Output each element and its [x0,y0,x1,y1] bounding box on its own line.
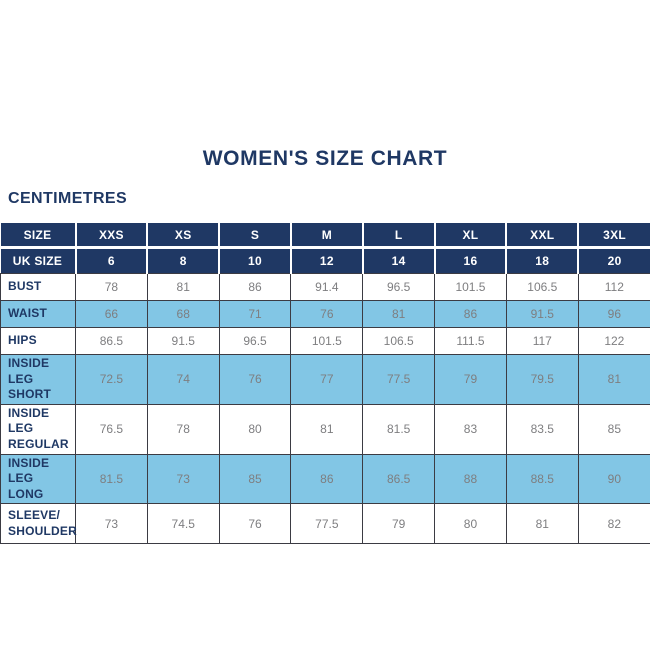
size-name-cell: XS [147,223,221,249]
measurement-value-cell: 88.5 [505,453,579,505]
measurement-value-cell: 106.5 [362,327,436,355]
measurement-value-cell: 81 [146,273,220,301]
measurement-value-cell: 77.5 [362,354,436,405]
table-row: INSIDE LEG LONG 81.5 73 85 86 86.5 88 88.5 90 [0,453,650,505]
measurement-value-cell: 66 [75,300,148,328]
measurement-value-cell: 74 [146,354,220,405]
measurement-value-cell: 79 [434,354,507,405]
measurement-value-cell: 79 [362,503,436,545]
page-title: WOMEN'S SIZE CHART [202,147,448,170]
measurement-value-cell: 83 [434,403,507,455]
size-name-cell: M [290,223,364,249]
measurement-value-cell: 76.5 [75,403,148,455]
table-row: WAIST 66 68 71 76 81 86 91.5 96 [0,300,650,328]
uk-size-cell: 6 [75,247,149,274]
row-label: INSIDE LEG REGULAR [0,403,76,455]
measurement-value-cell: 77.5 [290,503,364,545]
measurement-value-cell: 122 [577,327,650,355]
table-row: INSIDE LEG SHORT 72.5 74 76 77 77.5 79 79.5 81 [0,354,650,405]
size-name-cell: XL [434,223,508,249]
measurement-value-cell: 81.5 [362,403,436,455]
measurement-value-cell: 85 [218,453,292,505]
unit-label: CENTIMETRES [8,190,128,207]
header-row-label: SIZE [0,223,77,249]
measurement-value-cell: 78 [146,403,220,455]
measurement-value-cell: 76 [218,354,292,405]
measurement-value-cell: 88 [434,453,507,505]
measurement-value-cell: 72.5 [75,354,148,405]
measurement-value-cell: 73 [146,453,220,505]
header-row-size: SIZE XXS XS S M L XL XXL 3XL [0,223,650,249]
size-name-cell: S [219,223,292,249]
measurement-value-cell: 76 [290,300,364,328]
table-row: BUST 78 81 86 91.4 96.5 101.5 106.5 112 [0,273,650,301]
measurement-value-cell: 81 [505,503,579,545]
size-chart-page: WOMEN'S SIZE CHART CENTIMETRES SIZE XXS XS… [0,147,650,545]
measurement-value-cell: 80 [434,503,507,545]
size-name-cell: 3XL [578,223,650,249]
measurement-value-cell: 81 [577,354,650,405]
measurement-value-cell: 80 [218,403,292,455]
measurement-value-cell: 86 [434,300,507,328]
measurement-value-cell: 81 [362,300,436,328]
measurement-value-cell: 77 [290,354,364,405]
measurement-value-cell: 76 [218,503,292,545]
uk-size-cell: 18 [506,247,580,274]
measurement-value-cell: 82 [577,503,650,545]
measurement-value-cell: 86 [218,273,292,301]
measurement-value-cell: 85 [577,403,650,455]
measurement-value-cell: 111.5 [434,327,507,355]
row-label: INSIDE LEG SHORT [0,354,76,405]
size-chart-table: SIZE XXS XS S M L XL XXL 3XL UK SIZE 6 8 10 12 14 16 18 2… [0,223,650,545]
measurement-value-cell: 83.5 [505,403,579,455]
measurement-value-cell: 71 [218,300,292,328]
measurement-value-cell: 78 [75,273,148,301]
row-label: SLEEVE/ SHOULDER [0,503,77,545]
header-row-uk-size: UK SIZE 6 8 10 12 14 16 18 20 [0,247,650,274]
size-name-cell: XXL [506,223,580,249]
row-label: INSIDE LEG LONG [0,453,76,505]
row-label: HIPS [0,327,76,355]
measurement-value-cell: 101.5 [290,327,364,355]
row-label: WAIST [0,300,76,328]
measurement-value-cell: 96.5 [218,327,292,355]
measurement-value-cell: 112 [577,273,650,301]
table-body: BUST 78 81 86 91.4 96.5 101.5 106.5 112 WAIST 66 68… [0,273,650,545]
table-header: SIZE XXS XS S M L XL XXL 3XL UK SIZE 6 8 10 12 14 16 18 2… [0,223,650,274]
uk-size-cell: 12 [290,247,364,274]
measurement-value-cell: 101.5 [434,273,507,301]
measurement-value-cell: 96.5 [362,273,436,301]
uk-size-cell: 16 [434,247,508,274]
measurement-value-cell: 73 [75,503,148,545]
table-row: INSIDE LEG REGULAR 76.5 78 80 81 81.5 83 83.5 85 [0,403,650,455]
measurement-value-cell: 96 [577,300,650,328]
table-row: HIPS 86.5 91.5 96.5 101.5 106.5 111.5 117 122 [0,327,650,355]
header-row-label: UK SIZE [0,247,77,274]
measurement-value-cell: 68 [146,300,220,328]
measurement-value-cell: 91.4 [290,273,364,301]
measurement-value-cell: 86.5 [75,327,148,355]
table-row: SLEEVE/ SHOULDER 73 74.5 76 77.5 79 80 81 82 [0,503,650,545]
measurement-value-cell: 81 [290,403,364,455]
measurement-value-cell: 90 [577,453,650,505]
size-name-cell: L [362,223,436,249]
measurement-value-cell: 79.5 [505,354,579,405]
measurement-value-cell: 91.5 [505,300,579,328]
measurement-value-cell: 117 [505,327,579,355]
uk-size-cell: 14 [362,247,436,274]
measurement-value-cell: 74.5 [146,503,220,545]
size-name-cell: XXS [75,223,149,249]
measurement-value-cell: 106.5 [505,273,579,301]
measurement-value-cell: 81.5 [75,453,148,505]
uk-size-cell: 8 [147,247,221,274]
row-label: BUST [0,273,76,301]
uk-size-cell: 20 [578,247,650,274]
measurement-value-cell: 86 [290,453,364,505]
measurement-value-cell: 86.5 [362,453,436,505]
uk-size-cell: 10 [219,247,292,274]
measurement-value-cell: 91.5 [146,327,220,355]
